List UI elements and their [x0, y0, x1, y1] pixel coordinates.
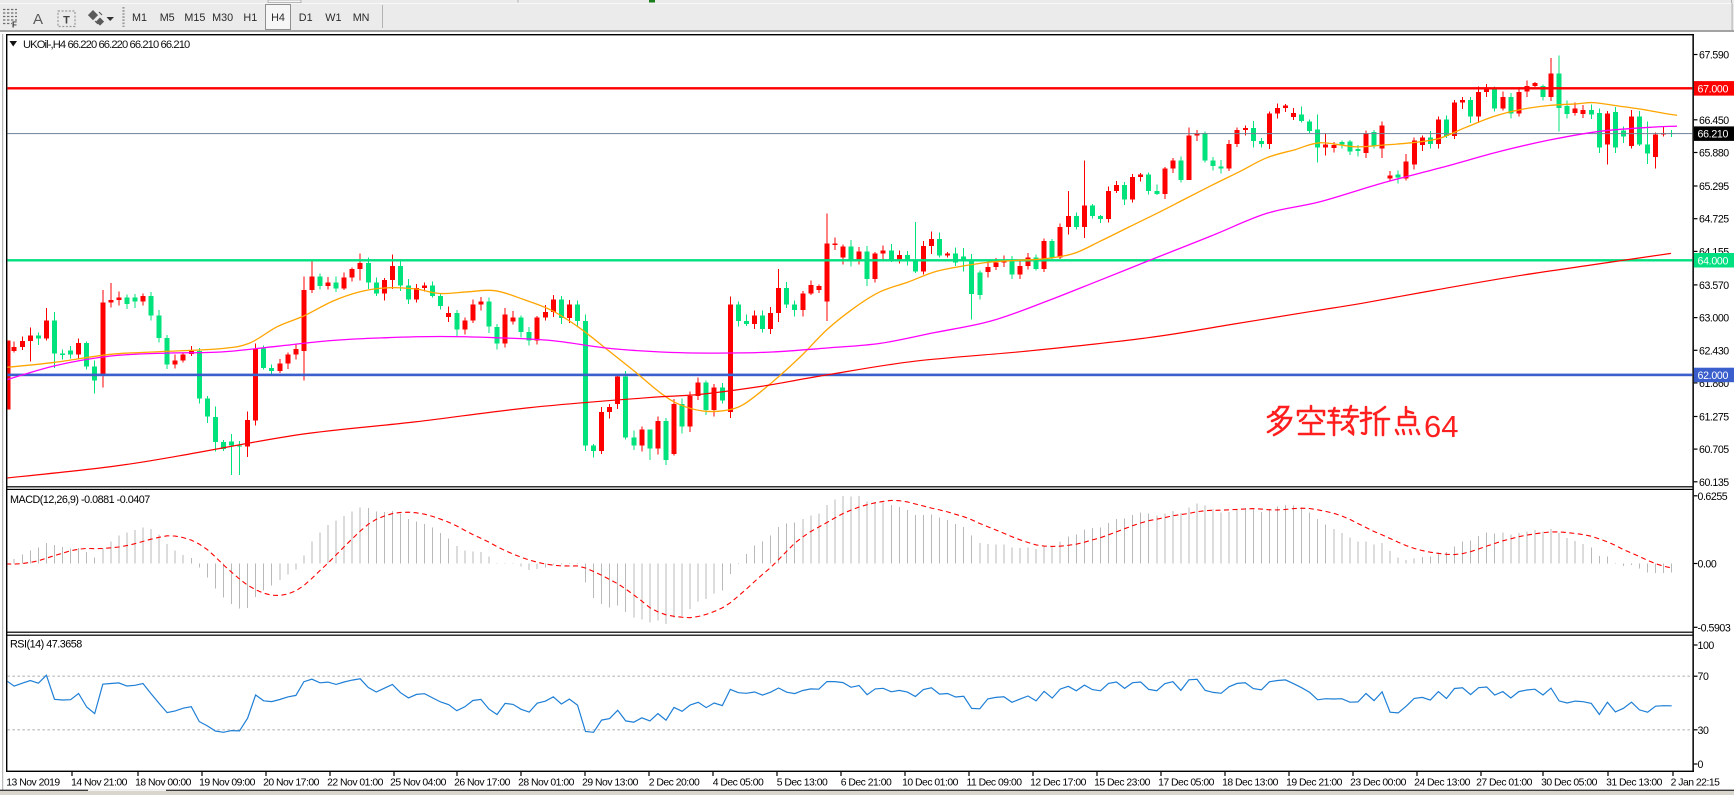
svg-text:62.430: 62.430 — [1699, 345, 1729, 357]
svg-text:0.00: 0.00 — [1698, 559, 1717, 571]
svg-text:62.000: 62.000 — [1698, 370, 1729, 382]
svg-text:H1: H1 — [243, 12, 257, 24]
svg-text:2 Jan 22:15: 2 Jan 22:15 — [1671, 778, 1721, 789]
svg-text:65.295: 65.295 — [1699, 181, 1729, 193]
svg-text:63.570: 63.570 — [1699, 280, 1729, 292]
svg-text:MACD(12,26,9) -0.0881 -0.0407: MACD(12,26,9) -0.0881 -0.0407 — [10, 494, 150, 506]
svg-text:100: 100 — [1698, 640, 1715, 652]
svg-text:17 Dec 05:00: 17 Dec 05:00 — [1158, 778, 1215, 789]
svg-text:H4: H4 — [271, 12, 285, 24]
svg-text:24 Dec 13:00: 24 Dec 13:00 — [1414, 778, 1471, 789]
svg-text:UKOil-,H4 66.220 66.220 66.21: UKOil-,H4 66.220 66.220 66.210 66.210 — [23, 39, 190, 51]
svg-text:10 Dec 01:00: 10 Dec 01:00 — [902, 778, 959, 789]
svg-text:67.000: 67.000 — [1698, 83, 1729, 95]
svg-text:67.590: 67.590 — [1699, 50, 1729, 62]
svg-text:18 Dec 13:00: 18 Dec 13:00 — [1222, 778, 1279, 789]
svg-text:T: T — [63, 15, 70, 27]
svg-text:65.880: 65.880 — [1699, 148, 1729, 160]
svg-text:5 Dec 13:00: 5 Dec 13:00 — [777, 778, 828, 789]
svg-text:RSI(14) 47.3658: RSI(14) 47.3658 — [10, 639, 82, 651]
svg-text:60.705: 60.705 — [1699, 444, 1729, 456]
svg-text:-0.5903: -0.5903 — [1698, 622, 1731, 634]
svg-text:13 Nov 2019: 13 Nov 2019 — [6, 778, 60, 789]
svg-text:66.450: 66.450 — [1699, 115, 1729, 127]
svg-text:6 Dec 21:00: 6 Dec 21:00 — [841, 778, 892, 789]
svg-text:27 Dec 01:00: 27 Dec 01:00 — [1476, 778, 1533, 789]
svg-text:61.275: 61.275 — [1699, 412, 1729, 424]
svg-text:63.000: 63.000 — [1699, 313, 1729, 325]
svg-text:18 Nov 00:00: 18 Nov 00:00 — [135, 778, 192, 789]
svg-text:11 Dec 09:00: 11 Dec 09:00 — [966, 778, 1022, 789]
svg-text:64: 64 — [1424, 409, 1458, 444]
svg-text:66.210: 66.210 — [1698, 129, 1729, 141]
svg-text:15 Dec 23:00: 15 Dec 23:00 — [1094, 778, 1151, 789]
svg-text:14 Nov 21:00: 14 Nov 21:00 — [71, 778, 128, 789]
svg-text:20 Nov 17:00: 20 Nov 17:00 — [263, 778, 320, 789]
svg-text:M15: M15 — [184, 12, 205, 24]
svg-text:12 Dec 17:00: 12 Dec 17:00 — [1030, 778, 1087, 789]
svg-text:F: F — [12, 21, 17, 30]
svg-text:19 Nov 09:00: 19 Nov 09:00 — [199, 778, 256, 789]
svg-text:60.135: 60.135 — [1699, 477, 1729, 489]
svg-text:2 Dec 20:00: 2 Dec 20:00 — [649, 778, 700, 789]
svg-text:70: 70 — [1698, 671, 1709, 683]
svg-text:25 Nov 04:00: 25 Nov 04:00 — [390, 778, 447, 789]
svg-text:64.725: 64.725 — [1699, 214, 1729, 226]
svg-text:M5: M5 — [160, 12, 175, 24]
svg-text:M30: M30 — [212, 12, 233, 24]
svg-text:29 Nov 13:00: 29 Nov 13:00 — [582, 778, 639, 789]
svg-text:28 Nov 01:00: 28 Nov 01:00 — [518, 778, 575, 789]
svg-text:MN: MN — [353, 12, 370, 24]
svg-text:0.6255: 0.6255 — [1698, 491, 1728, 503]
svg-text:W1: W1 — [325, 12, 341, 24]
svg-text:23 Dec 00:00: 23 Dec 00:00 — [1350, 778, 1407, 789]
svg-text:M1: M1 — [132, 12, 147, 24]
svg-text:D1: D1 — [299, 12, 313, 24]
svg-text:4 Dec 05:00: 4 Dec 05:00 — [713, 778, 764, 789]
svg-text:30: 30 — [1698, 725, 1709, 737]
svg-text:26 Nov 17:00: 26 Nov 17:00 — [454, 778, 511, 789]
svg-text:0: 0 — [1698, 759, 1704, 771]
svg-text:30 Dec 05:00: 30 Dec 05:00 — [1541, 778, 1598, 789]
svg-text:64.000: 64.000 — [1698, 255, 1729, 267]
svg-text:22 Nov 01:00: 22 Nov 01:00 — [327, 778, 384, 789]
svg-text:A: A — [33, 11, 43, 28]
svg-text:31 Dec 13:00: 31 Dec 13:00 — [1606, 778, 1663, 789]
svg-text:19 Dec 21:00: 19 Dec 21:00 — [1286, 778, 1343, 789]
